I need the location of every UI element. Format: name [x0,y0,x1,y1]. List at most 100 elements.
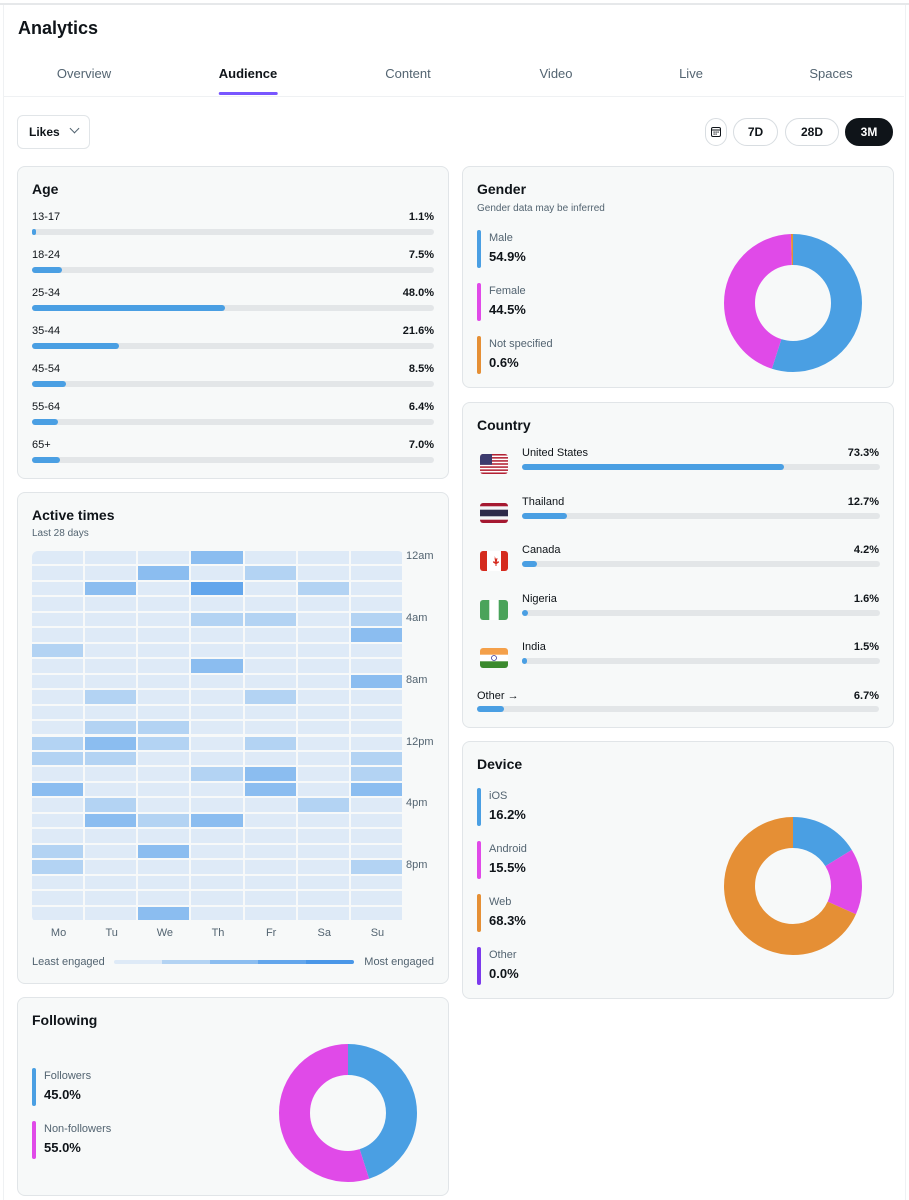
heatmap-cell [138,690,190,704]
heatmap-cell [138,798,190,812]
heatmap-cell [85,829,137,843]
active-times-title: Active times [32,507,115,523]
other-countries-link[interactable]: Other → [477,690,519,702]
heatmap-cell [191,813,243,828]
heatmap-cell [191,659,243,673]
heatmap-cell [32,751,84,766]
range-7d-button[interactable]: 7D [733,118,778,146]
tab-live[interactable]: Live [679,66,703,81]
country-bar-track [522,512,880,519]
heatmap [32,551,404,922]
country-label: Nigeria [522,592,557,605]
heatmap-cell [191,767,243,781]
heatmap-cell [244,674,296,689]
calendar-button[interactable] [705,118,727,146]
heatmap-cell [191,628,243,642]
heatmap-cell [244,829,296,843]
heatmap-cell [32,628,84,642]
heatmap-cell [297,751,349,766]
heatmap-cell [85,643,137,658]
gender-slice-female [724,234,862,372]
heatmap-cell [350,813,402,828]
following-legend-label: Non-followers [44,1123,112,1135]
age-value: 6.4% [408,401,434,413]
metric-dropdown-value: Likes [29,125,60,139]
age-bar-track [32,267,434,273]
age-bar-track [32,343,434,349]
tab-overview[interactable]: Overview [56,66,112,81]
range-3m-button[interactable]: 3M [845,118,893,146]
heatmap-cell [244,643,296,658]
day-label: Su [370,927,385,939]
age-label: 18-24 [32,249,61,261]
age-label: 35-44 [32,325,61,337]
heatmap-cell [138,581,190,596]
gender-card: Gender Gender data may be inferred Male 5… [462,166,894,388]
heatmap-cell [350,875,402,890]
heatmap-cell [350,690,402,704]
heatmap-cell [244,659,296,673]
heatmap-cell [32,705,84,720]
heatmap-cell [297,891,349,905]
engagement-scale [114,960,354,964]
country-bar-fill [522,658,528,664]
metric-dropdown[interactable]: Likes [17,115,90,149]
heatmap-cell [297,767,349,781]
country-value: 4.2% [853,544,879,556]
heatmap-cell [350,674,402,689]
heatmap-cell [297,628,349,642]
heatmap-cell [32,674,84,689]
tab-spaces[interactable]: Spaces [809,66,853,81]
heatmap-cell [297,659,349,673]
heatmap-cell [85,860,137,874]
heatmap-cell [244,844,296,859]
tab-video[interactable]: Video [539,66,573,81]
heatmap-cell [297,581,349,596]
range-28d-button[interactable]: 28D [785,118,839,146]
tab-content[interactable]: Content [385,66,431,81]
heatmap-cell [85,674,137,689]
age-bar-fill [32,267,63,273]
heatmap-cell [138,628,190,642]
country-card: Country United States 73.3% Thailand 12.7% C… [462,402,894,728]
heatmap-cell [32,767,84,781]
heatmap-cell [191,751,243,766]
country-label: United States [522,447,589,459]
country-bar-fill [522,464,785,470]
gender-legend-label: Female [489,285,526,297]
device-legend-label: iOS [489,790,508,802]
heatmap-cell [32,581,84,596]
heatmap-cell [350,612,402,627]
heatmap-cell [85,844,137,859]
country-label: Thailand [522,495,565,508]
heatmap-cell [244,566,296,580]
heatmap-cell [32,612,84,627]
device-legend-value: 0.0% [489,966,519,981]
heatmap-cell [297,798,349,812]
heatmap-cell [32,566,84,580]
heatmap-cell [297,860,349,874]
country-label: India [522,641,546,653]
device-legend-label: Web [489,896,512,908]
age-value: 8.5% [408,363,434,375]
heatmap-cell [244,705,296,720]
heatmap-cell [191,597,243,611]
heatmap-cell [350,551,402,565]
heatmap-cell [244,860,296,874]
device-legend-swatch [477,894,481,932]
tab-audience[interactable]: Audience [218,66,278,95]
heatmap-cell [297,705,349,720]
flag-in-icon [480,648,508,668]
other-bar-fill [477,706,504,712]
heatmap-cell [350,891,402,905]
heatmap-cell [244,798,296,812]
heatmap-cell [32,813,84,828]
heatmap-cell [244,721,296,735]
heatmap-cell [350,659,402,673]
heatmap-cell [138,674,190,689]
heatmap-cell [244,767,296,781]
heatmap-cell [191,736,243,750]
hour-label: 12am [406,550,434,562]
heatmap-cell [85,798,137,812]
heatmap-cell [138,767,190,781]
